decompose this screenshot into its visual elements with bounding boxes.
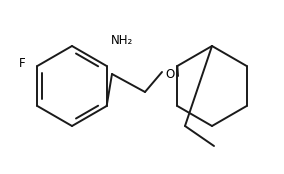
Text: O: O: [165, 68, 175, 81]
Text: NH₂: NH₂: [111, 34, 133, 47]
Text: F: F: [19, 57, 25, 70]
